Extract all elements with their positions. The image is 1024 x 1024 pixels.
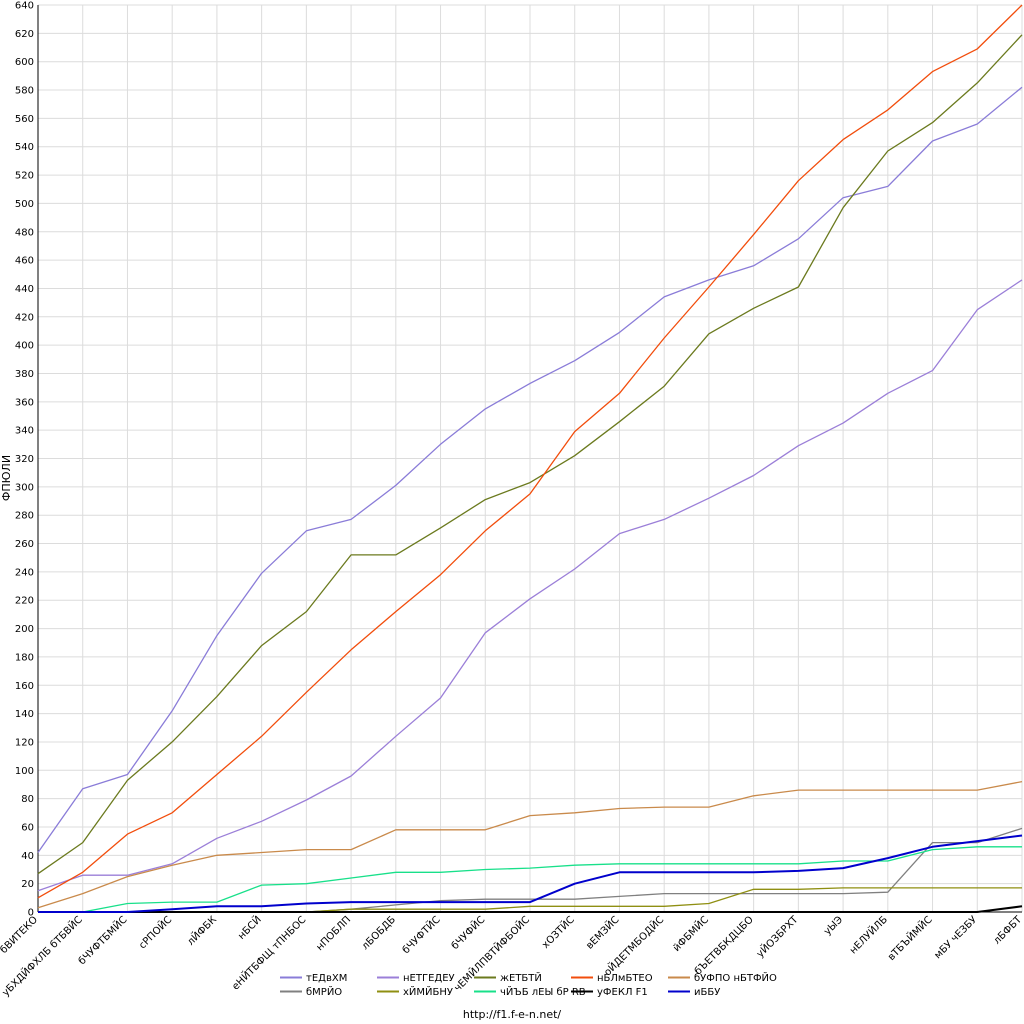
y-tick-label: 320 bbox=[15, 454, 34, 465]
legend-label: нБЛмБТЕО bbox=[597, 973, 653, 984]
x-tick-label: бЧУФЙС bbox=[448, 913, 487, 952]
y-tick-label: 180 bbox=[15, 652, 34, 663]
y-axis-ticks: 0 20 40 60 80 100 120 140 160 180 200 220 240 260 280 3… bbox=[15, 1, 34, 919]
y-tick-label: 500 bbox=[15, 199, 34, 210]
legend-label: бУФПО нБТФЙО bbox=[694, 971, 777, 984]
y-tick-label: 600 bbox=[15, 57, 34, 68]
series-line bbox=[37, 86, 1023, 853]
series-line bbox=[37, 279, 1023, 892]
x-tick-label: уЫЭ bbox=[822, 914, 845, 937]
x-tick-label: нБСЙ bbox=[235, 913, 264, 942]
x-tick-label: лБФБТ bbox=[992, 914, 1024, 947]
x-tick-label: лБОБДБ bbox=[360, 914, 398, 952]
legend-label: иББУ bbox=[694, 987, 720, 998]
legend-label: нЕТГЕДЕУ bbox=[403, 973, 455, 984]
y-tick-label: 240 bbox=[15, 567, 34, 578]
y-tick-label: 360 bbox=[15, 397, 34, 408]
y-tick-label: 560 bbox=[15, 114, 34, 125]
series-line bbox=[37, 4, 1023, 899]
legend-label: тЕДвХМ bbox=[306, 973, 347, 984]
y-tick-label: 120 bbox=[15, 737, 34, 748]
x-tick-label: бВИТЕКО bbox=[0, 914, 40, 956]
series-line bbox=[38, 846, 1022, 913]
x-tick-label: йФБМЙС bbox=[670, 913, 711, 954]
y-tick-label: 60 bbox=[21, 822, 34, 833]
y-tick-label: 40 bbox=[21, 851, 34, 862]
x-tick-label: нЕЛУЙЛБ bbox=[847, 913, 890, 956]
y-tick-label: 260 bbox=[15, 539, 34, 550]
y-tick-label: 520 bbox=[15, 171, 34, 182]
y-tick-label: 540 bbox=[15, 142, 34, 153]
y-tick-label: 280 bbox=[15, 511, 34, 522]
y-tick-label: 420 bbox=[15, 312, 34, 323]
series-line bbox=[37, 34, 1023, 875]
y-tick-label: 100 bbox=[15, 766, 34, 777]
x-tick-label: хОЗТЙС bbox=[539, 913, 577, 951]
x-tick-label: еНЙТБФЩ тПНБОС bbox=[229, 913, 309, 993]
x-tick-label: бЧУФТЙС bbox=[399, 913, 442, 956]
y-tick-label: 640 bbox=[15, 1, 34, 12]
y-tick-label: 200 bbox=[15, 624, 34, 635]
y-tick-label: 0 bbox=[28, 908, 34, 919]
x-tick-label: сРПОЙС bbox=[136, 913, 174, 951]
series-line bbox=[38, 834, 1023, 913]
y-tick-label: 440 bbox=[15, 284, 34, 295]
x-tick-label: лЙФБК bbox=[184, 913, 219, 948]
y-tick-label: 480 bbox=[15, 227, 34, 238]
y-tick-label: 220 bbox=[15, 596, 34, 607]
y-axis-label: ФПЮЛИ bbox=[0, 455, 13, 501]
y-tick-label: 460 bbox=[15, 256, 34, 267]
x-tick-label: уБХДЙФХЛБ бТБВЙС bbox=[0, 913, 85, 999]
legend-label: хЙМЙБНУ bbox=[403, 985, 453, 998]
y-tick-label: 20 bbox=[21, 879, 34, 890]
series-line bbox=[38, 905, 1023, 913]
legend-label: жЕТБТЙ bbox=[500, 971, 542, 984]
y-tick-label: 80 bbox=[21, 794, 34, 805]
legend: тЕДвХМ нЕТГЕДЕУ жЕТБТЙ нБЛмБТЕО бУФПО нБТФЙО… bbox=[280, 971, 777, 998]
y-tick-label: 140 bbox=[15, 709, 34, 720]
x-tick-label: нПОБЛП bbox=[314, 914, 353, 953]
y-tick-label: 160 bbox=[15, 681, 34, 692]
legend-label: уФЕКЛ F1 bbox=[597, 987, 648, 998]
grid bbox=[37, 4, 1023, 913]
legend-label: бМРЙО bbox=[306, 985, 342, 998]
x-tick-label: вТБЪЙМЙС bbox=[885, 913, 935, 963]
x-tick-label: мБУ чЕЗБУ bbox=[933, 914, 980, 961]
footer-url: http://f1.f-e-n.net/ bbox=[463, 1008, 562, 1021]
series-line bbox=[37, 780, 1023, 909]
legend-label: чЙЪБ лЕЫ бР RB bbox=[500, 985, 586, 998]
x-tick-label: вЕМЗЙС bbox=[583, 913, 622, 952]
series-lines bbox=[37, 4, 1023, 913]
y-tick-label: 400 bbox=[15, 341, 34, 352]
y-tick-label: 340 bbox=[15, 426, 34, 437]
y-tick-label: 380 bbox=[15, 369, 34, 380]
y-tick-label: 580 bbox=[15, 86, 34, 97]
x-tick-label: уЙОЗБРХТ bbox=[753, 912, 801, 960]
y-tick-label: 300 bbox=[15, 482, 34, 493]
y-tick-label: 620 bbox=[15, 29, 34, 40]
